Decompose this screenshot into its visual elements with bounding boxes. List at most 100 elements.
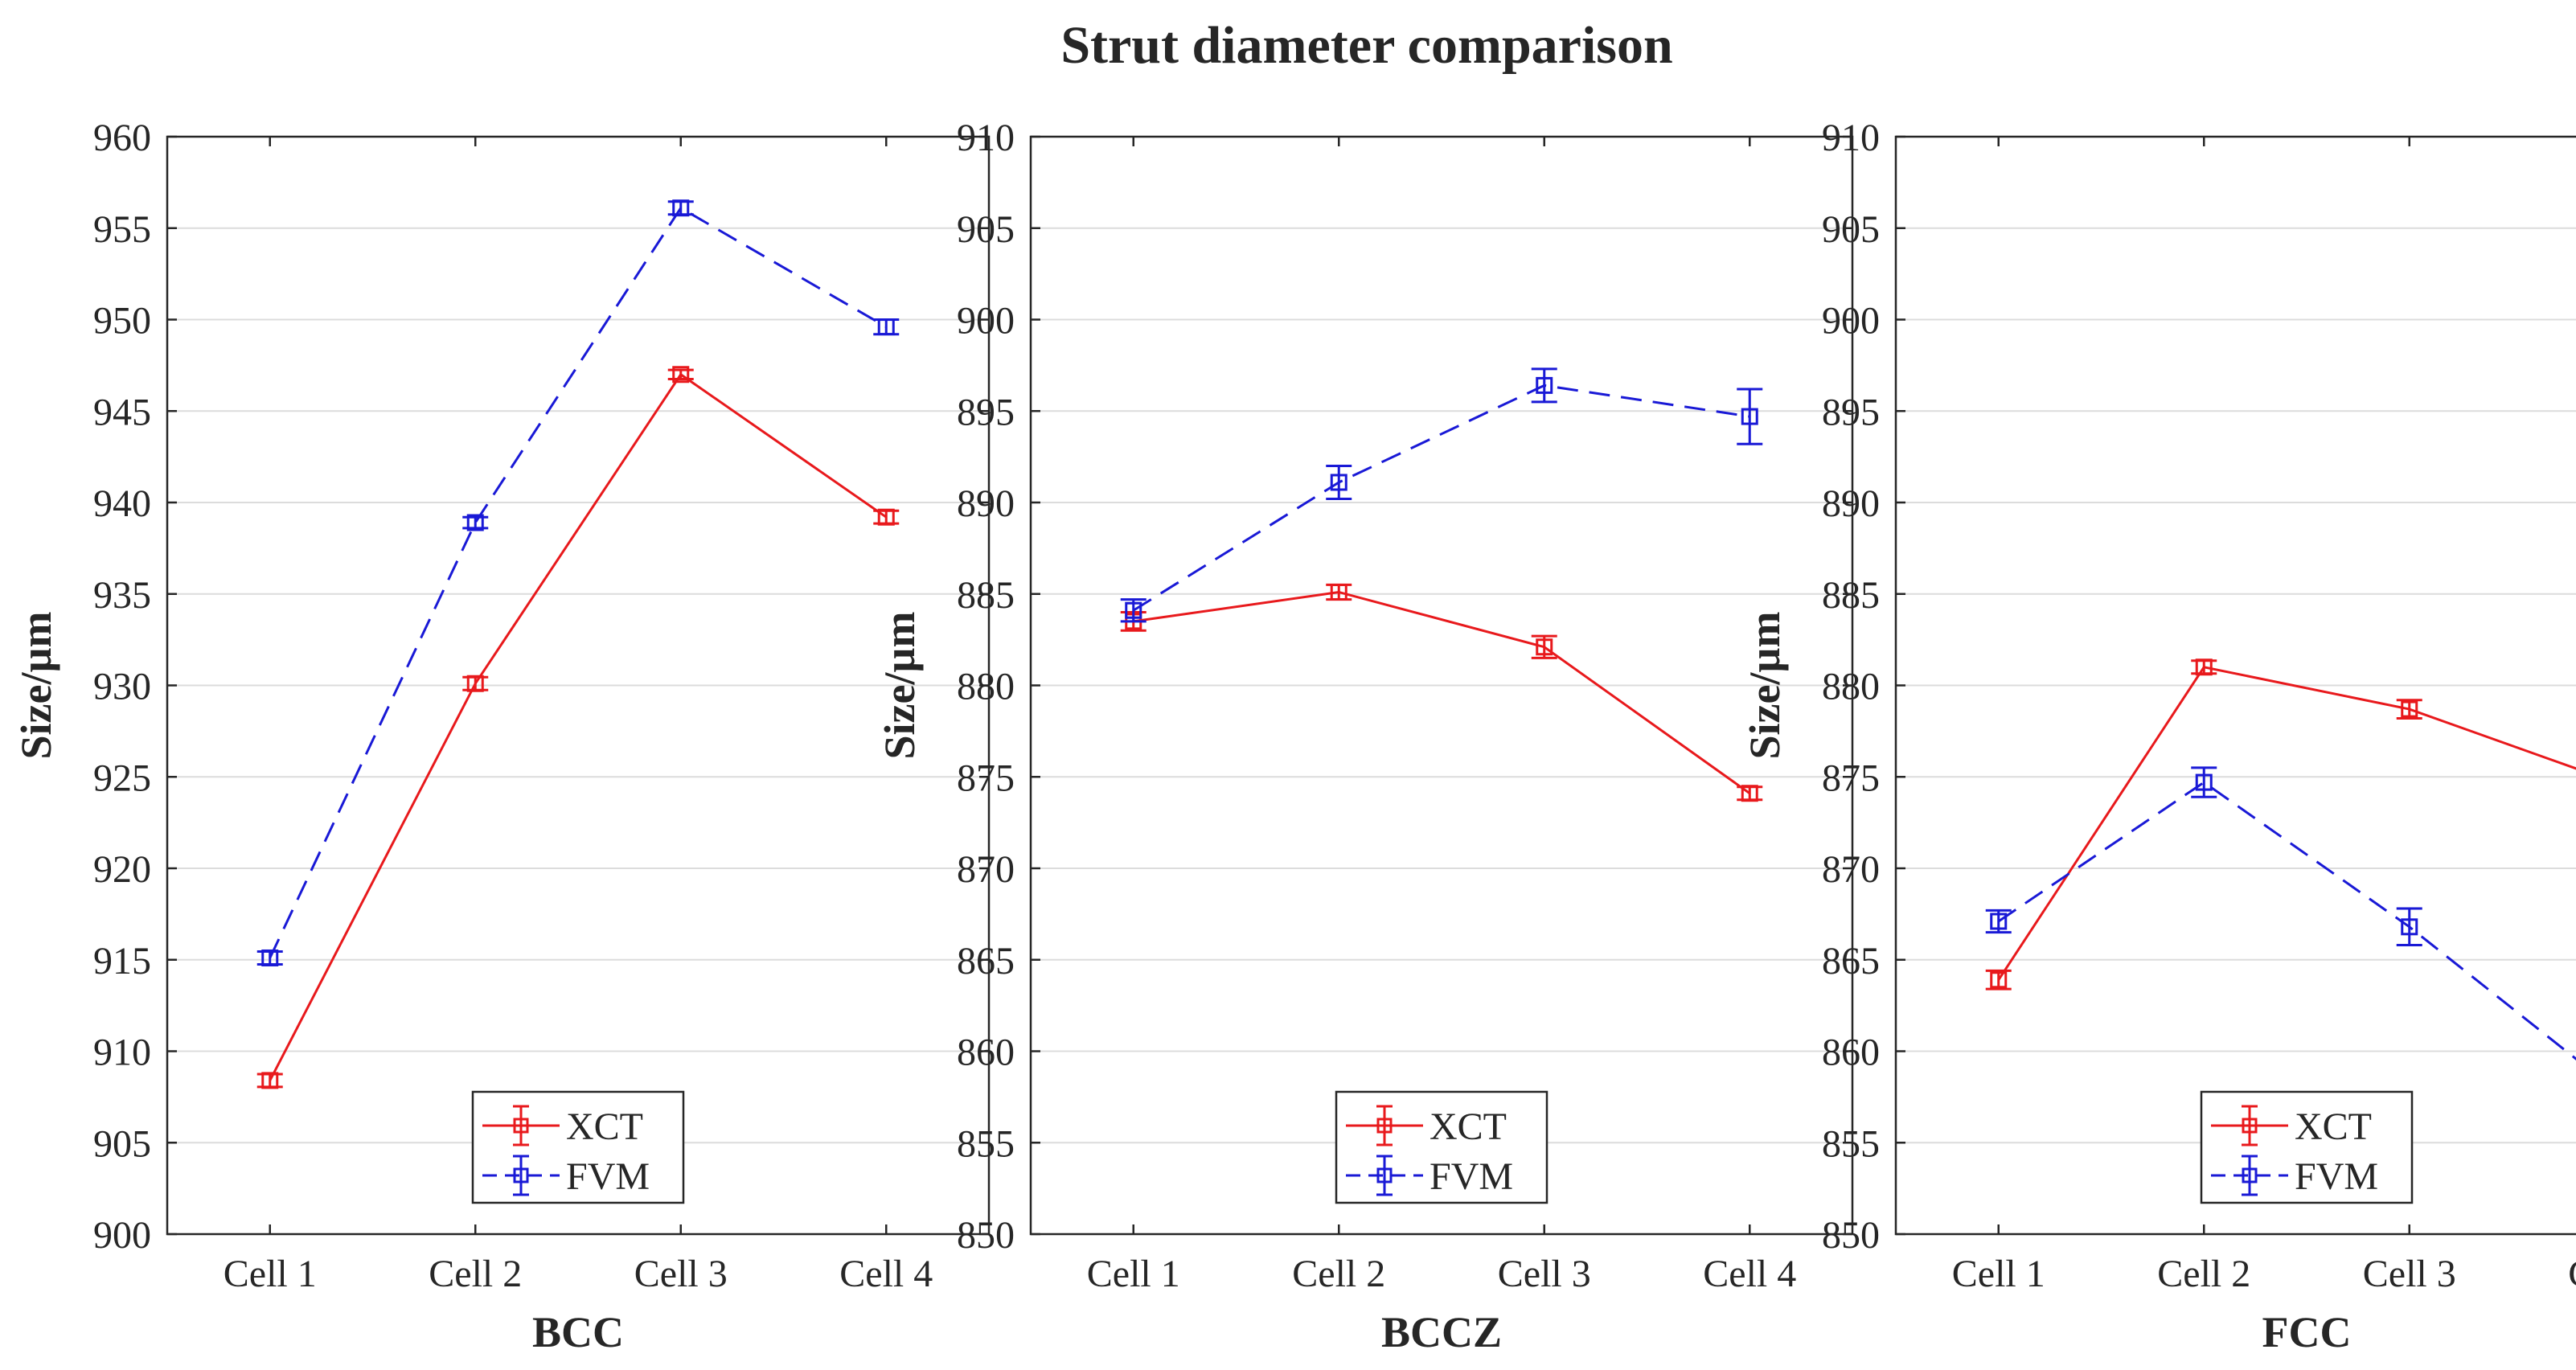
legend-fvm-label: FVM — [566, 1155, 650, 1198]
x-tick-label: Cell 1 — [1087, 1253, 1180, 1295]
legend-box — [1335, 1090, 1548, 1204]
xct-line — [1133, 590, 1751, 794]
y-tick-label: 910 — [957, 117, 1015, 159]
fvm-point — [1536, 376, 1553, 394]
x-tick-label: Cell 2 — [429, 1253, 522, 1295]
xct-point — [261, 1072, 279, 1089]
y-tick-label: 935 — [93, 574, 151, 617]
y-tick-label: 890 — [1822, 482, 1880, 525]
y-tick-label: 865 — [1822, 940, 1880, 982]
y-tick-label: 850 — [957, 1214, 1015, 1257]
y-tick-label: 895 — [957, 391, 1015, 433]
y-tick-label: 870 — [1822, 848, 1880, 891]
x-axis-label: FCC — [2262, 1308, 2352, 1356]
xct-point — [877, 508, 895, 526]
y-tick-label: 885 — [1822, 574, 1880, 617]
legend: XCT FVM — [1335, 1090, 1548, 1204]
xct-point — [1536, 638, 1553, 656]
y-tick-label: 910 — [93, 1032, 151, 1074]
x-axis-label: BCCZ — [1381, 1308, 1502, 1356]
y-tick-label: 940 — [93, 482, 151, 525]
figure-title: Strut diameter comparison — [1060, 16, 1672, 75]
x-tick-label: Cell 2 — [1292, 1253, 1385, 1295]
y-tick-label: 860 — [957, 1032, 1015, 1074]
fvm-point — [1990, 913, 2008, 930]
xct-point — [2195, 658, 2213, 676]
fvm-point — [1741, 408, 1758, 425]
y-tick-label: 920 — [93, 848, 151, 891]
xct-point — [1741, 785, 1758, 802]
legend-xct-marker — [1376, 1118, 1393, 1134]
y-tick-label: 910 — [1822, 117, 1880, 159]
xct-point — [2401, 700, 2418, 718]
y-tick-label: 885 — [957, 574, 1015, 617]
fvm-point — [672, 199, 690, 217]
legend-xct-label: XCT — [2295, 1105, 2372, 1148]
y-tick-label: 950 — [93, 300, 151, 342]
y-tick-label: 855 — [957, 1122, 1015, 1165]
x-tick-label: Cell 4 — [1703, 1253, 1796, 1295]
y-tick-label: 900 — [957, 300, 1015, 342]
fvm-line — [1132, 384, 1750, 612]
y-tick-label: 905 — [957, 208, 1015, 251]
y-tick-label: 900 — [93, 1214, 151, 1257]
legend-xct-label: XCT — [566, 1105, 643, 1148]
y-tick-label: 875 — [957, 757, 1015, 799]
xct-point — [1330, 583, 1347, 601]
fvm-point — [1125, 601, 1142, 619]
y-tick-label: 930 — [93, 666, 151, 708]
x-tick-label: Cell 2 — [2157, 1253, 2250, 1295]
fvm-point — [877, 318, 895, 336]
y-tick-label: 860 — [1822, 1032, 1880, 1074]
y-tick-label: 870 — [957, 848, 1015, 891]
y-tick-label: 865 — [957, 940, 1015, 982]
legend-xct-label: XCT — [1430, 1105, 1507, 1148]
y-tick-label: 960 — [93, 117, 151, 159]
y-tick-label: 850 — [1822, 1214, 1880, 1257]
x-tick-label: Cell 4 — [2568, 1253, 2576, 1295]
y-tick-label: 895 — [1822, 391, 1880, 433]
fvm-point — [261, 949, 279, 966]
y-tick-label: 880 — [957, 666, 1015, 708]
y-tick-label: 875 — [1822, 757, 1880, 799]
y-axis-label: Size/µm — [12, 611, 60, 759]
fvm-line — [1997, 781, 2576, 1060]
fvm-point — [2401, 918, 2418, 936]
legend-fvm-marker — [1376, 1167, 1393, 1183]
x-tick-label: Cell 3 — [2363, 1253, 2456, 1295]
legend-xct-marker — [513, 1118, 529, 1134]
legend-fvm-marker — [2242, 1167, 2258, 1183]
fvm-point — [2195, 773, 2213, 791]
y-tick-label: 855 — [1822, 1122, 1880, 1165]
legend-box — [471, 1090, 685, 1204]
y-tick-label: 890 — [957, 482, 1015, 525]
legend-fvm-marker — [513, 1167, 529, 1183]
x-tick-label: Cell 4 — [839, 1253, 933, 1295]
x-tick-label: Cell 1 — [224, 1253, 317, 1295]
xct-line — [269, 372, 888, 1081]
x-axis-label: BCC — [532, 1308, 624, 1356]
legend-fvm-label: FVM — [2295, 1155, 2378, 1198]
y-axis-label: Size/µm — [1741, 611, 1789, 759]
xct-line — [1997, 666, 2576, 981]
chart-panels: 900 905 910 915 920 925 930 935 940 945 950 955 960 C… — [12, 117, 2576, 1356]
y-tick-label: 915 — [93, 940, 151, 982]
xct-point — [1990, 971, 2008, 989]
xct-point — [466, 675, 484, 692]
chart-panel-bcc: 900 905 910 915 920 925 930 935 940 945 950 955 960 C… — [12, 117, 991, 1356]
y-tick-label: 905 — [1822, 208, 1880, 251]
legend-box — [2200, 1090, 2414, 1204]
y-tick-label: 955 — [93, 208, 151, 251]
y-tick-label: 925 — [93, 757, 151, 799]
chart-panel-fcc: 850 855 860 865 870 875 880 885 890 895 900 905 910 C… — [1741, 117, 2576, 1356]
y-tick-label: 945 — [93, 391, 151, 433]
fvm-line — [269, 206, 888, 959]
fvm-point — [1330, 474, 1347, 491]
chart-panel-bccz: 850 855 860 865 870 875 880 885 890 895 900 905 910 C… — [876, 117, 1854, 1356]
y-tick-label: 905 — [93, 1122, 151, 1165]
legend: XCT FVM — [2200, 1090, 2414, 1204]
legend-fvm-label: FVM — [1430, 1155, 1513, 1198]
legend: XCT FVM — [471, 1090, 685, 1204]
y-axis-label: Size/µm — [876, 611, 924, 759]
